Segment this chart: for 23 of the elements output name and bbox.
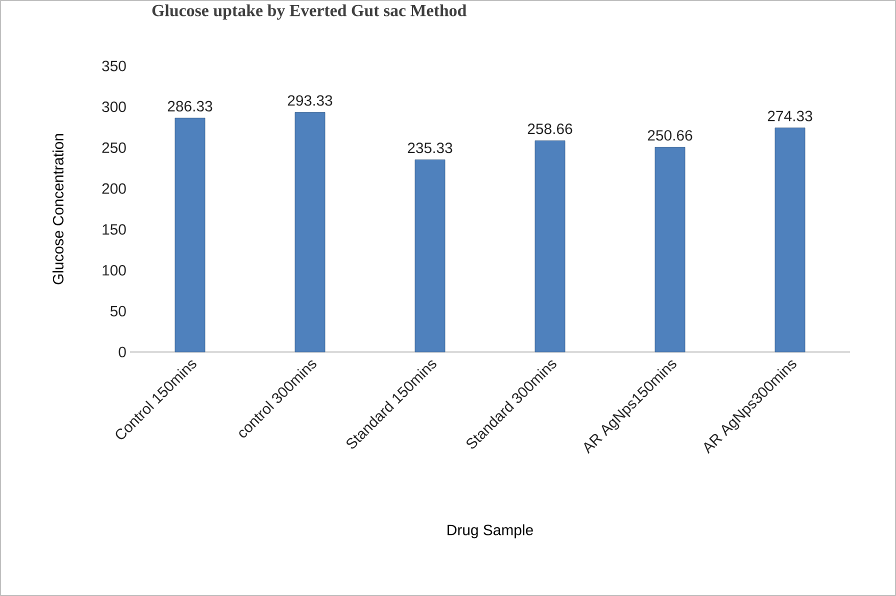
y-tick-label: 250 [102, 142, 126, 153]
bar [414, 160, 446, 352]
data-label: 274.33 [768, 110, 812, 122]
y-tick-label: 100 [102, 264, 126, 276]
x-axis-title: Drug Sample [448, 524, 533, 538]
bar [654, 146, 686, 352]
bar [294, 112, 326, 352]
bar [774, 128, 806, 352]
y-tick-label: 0 [118, 346, 126, 358]
bar [174, 118, 206, 352]
y-tick-label: 200 [102, 183, 126, 194]
y-tick-label: 300 [102, 102, 126, 112]
data-label: 293.33 [288, 95, 332, 106]
data-label: 250.66 [648, 130, 692, 141]
data-label: 286.33 [168, 100, 212, 112]
bar [534, 140, 566, 352]
data-label: 258.66 [528, 124, 572, 134]
y-tick-label: 350 [102, 60, 126, 72]
y-tick-label: 150 [102, 224, 126, 235]
chart-title: Glucose uptake by Everted Gut sac Method [152, 4, 467, 20]
y-axis-title: Glucose Concentration [52, 134, 64, 284]
data-label: 235.33 [408, 142, 452, 154]
y-tick-label: 50 [110, 306, 126, 316]
